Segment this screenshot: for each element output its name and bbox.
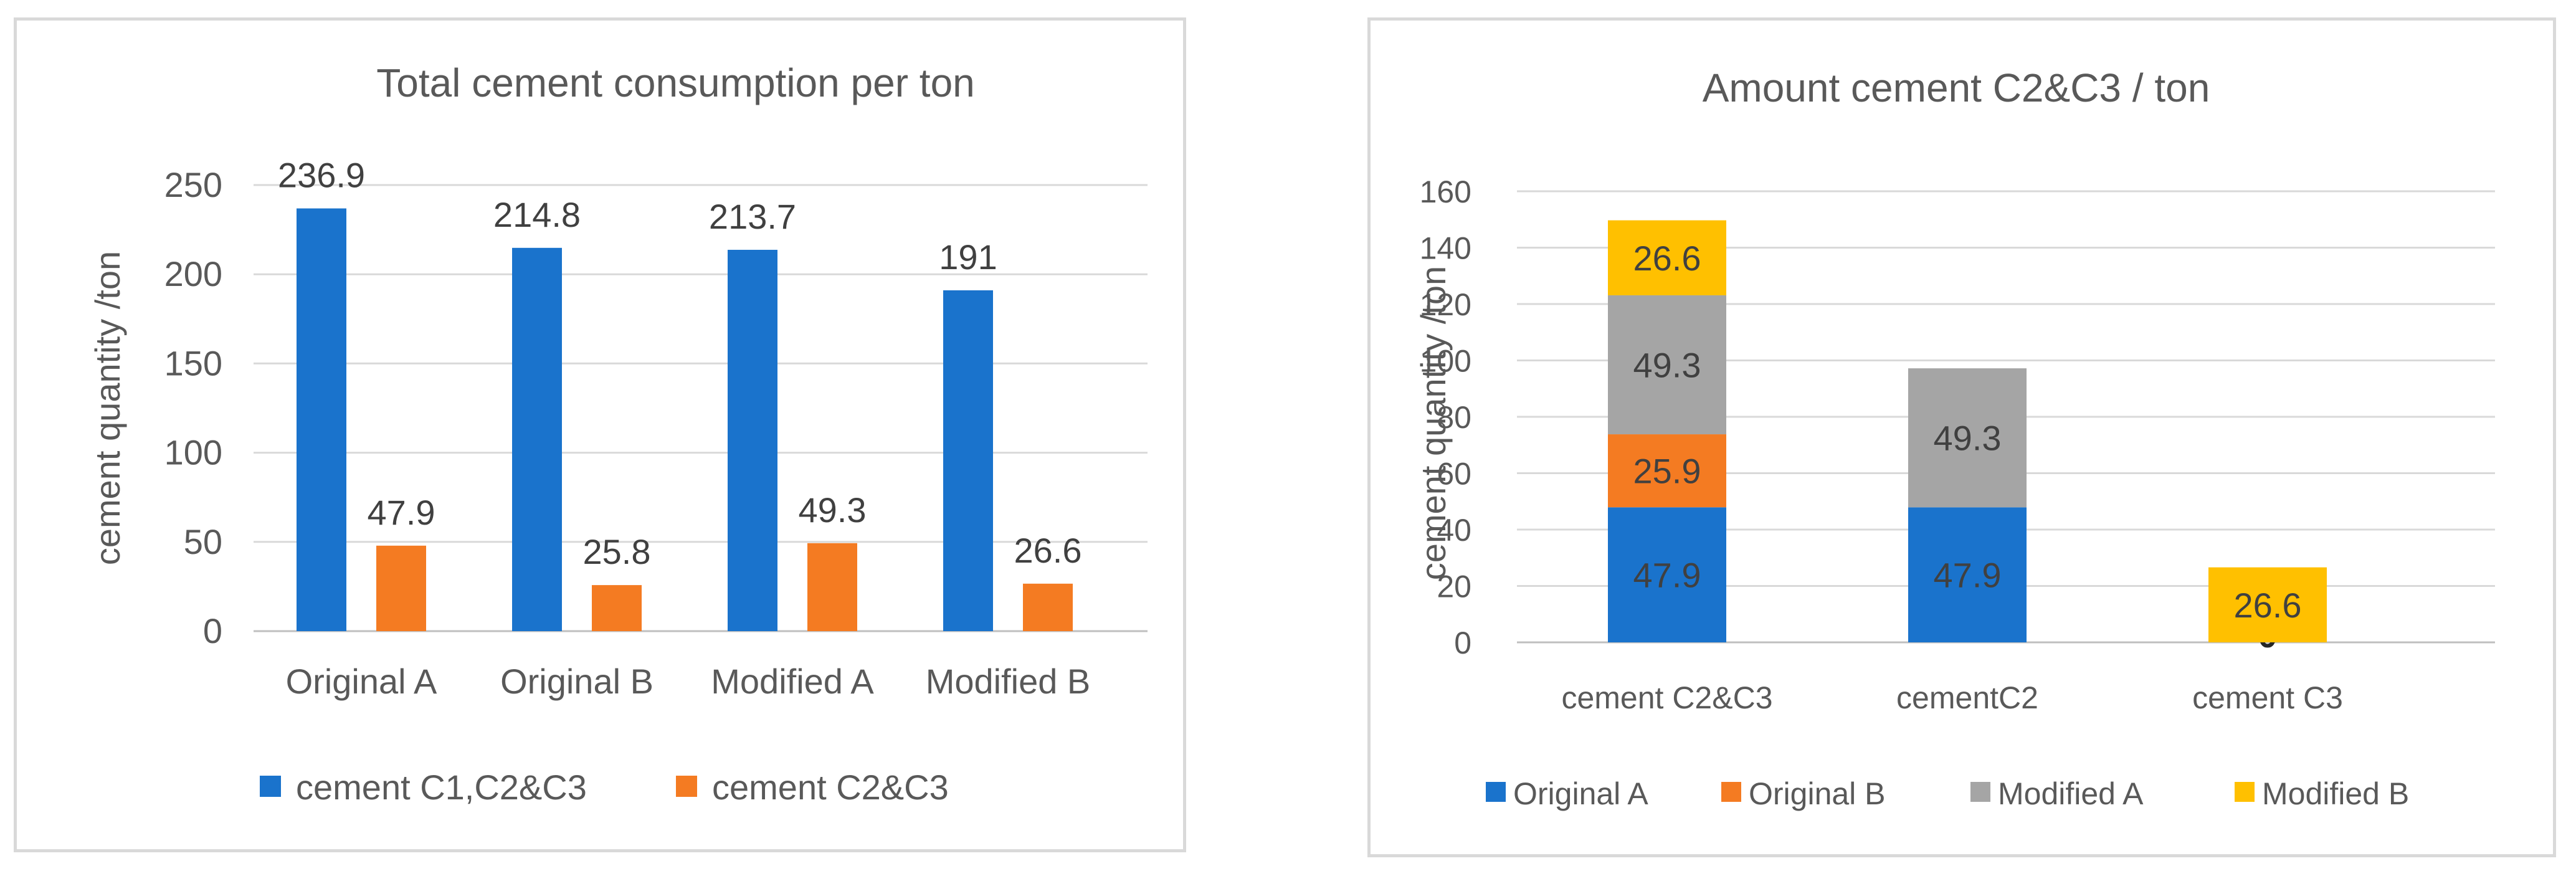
legend-swatch-cement-c2-c3: [676, 776, 697, 797]
x-tick-label: cementC2: [1896, 680, 2038, 715]
bar-cement-c1-c2-c3: [943, 290, 993, 631]
data-label: 49.3: [1633, 346, 1701, 385]
chart-panel-total-consumption: Total cement consumption per ton cement q…: [14, 17, 1186, 852]
legend-swatch-original-a: [1486, 782, 1506, 802]
chart-title: Amount cement C2&C3 / ton: [1703, 65, 2210, 110]
bar-segment-original-b: [1608, 434, 1726, 508]
y-tick-label: 0: [203, 611, 222, 650]
y-tick-label: 200: [164, 254, 222, 293]
legend-label: Modified A: [1998, 776, 2144, 811]
data-label: 47.9: [1934, 556, 2002, 595]
data-label: 214.8: [493, 195, 581, 234]
data-label: 213.7: [709, 197, 796, 236]
bar-segment-original-a: [1608, 507, 1726, 642]
legend-label: Modified B: [2262, 776, 2409, 811]
data-label: 25.8: [583, 532, 651, 571]
x-tick-label: Modified A: [711, 662, 874, 701]
bar-cement-c1-c2-c3: [297, 208, 346, 631]
x-tick-label: Modified B: [926, 662, 1091, 701]
bar-segment-modified-b: [1608, 220, 1726, 295]
y-tick-label: 80: [1437, 400, 1471, 435]
bar-segment-modified-a: [1608, 295, 1726, 435]
x-tick-label: Original A: [286, 662, 437, 701]
y-tick-label: 140: [1420, 231, 1471, 266]
legend-swatch-cement-c1-c2-c3: [260, 776, 281, 797]
data-label: 49.3: [1934, 419, 2002, 458]
legend-label: Original A: [1513, 776, 1648, 811]
y-tick-label: 250: [164, 165, 222, 204]
data-label: 26.6: [1633, 239, 1701, 278]
y-tick-label: 100: [1420, 344, 1471, 379]
y-tick-label: 150: [164, 343, 222, 383]
chart-total-consumption: Total cement consumption per ton cement q…: [88, 60, 1148, 807]
bar-cement-c2-c3: [592, 585, 642, 631]
x-tick-label: Original B: [500, 662, 654, 701]
legend-swatch-modified-b: [2235, 782, 2255, 802]
y-tick-label: 0: [1454, 626, 1471, 660]
y-tick-label: 100: [164, 433, 222, 472]
bar-cement-c2-c3: [1023, 583, 1073, 631]
y-tick-label: 60: [1437, 457, 1471, 492]
y-tick-label: 160: [1420, 174, 1471, 209]
legend-swatch-modified-a: [1970, 782, 1990, 802]
bar-cement-c2-c3: [807, 543, 857, 631]
data-label: 25.9: [1633, 452, 1701, 491]
legend-label: cement C2&C3: [712, 768, 949, 807]
data-label: 47.9: [368, 493, 435, 532]
legend-label: Original B: [1749, 776, 1886, 811]
chart-c2c3-amount: Amount cement C2&C3 / ton cement quantity…: [1414, 65, 2495, 811]
chart-panel-c2c3-amount: Amount cement C2&C3 / ton cement quantity…: [1367, 17, 2556, 857]
y-axis-label: cement quantity /ton: [88, 251, 127, 565]
data-label: 26.6: [2234, 586, 2302, 625]
bar-segment-modified-a: [1908, 368, 2027, 508]
data-label: 236.9: [278, 156, 365, 195]
bar-cement-c2-c3: [376, 545, 426, 631]
data-label: 191: [939, 237, 997, 277]
data-label: 49.3: [799, 490, 867, 530]
bar-segment-original-a: [1908, 507, 2027, 642]
x-tick-label: cement C3: [2192, 680, 2343, 715]
bar-cement-c1-c2-c3: [512, 247, 562, 631]
y-tick-label: 50: [184, 522, 222, 561]
legend-swatch-original-b: [1721, 782, 1741, 802]
data-label: 26.6: [1014, 531, 1082, 570]
legend-label: cement C1,C2&C3: [296, 768, 587, 807]
chart-title: Total cement consumption per ton: [376, 60, 975, 105]
y-axis-label: cement quantity /ton: [1414, 266, 1453, 580]
bar-cement-c1-c2-c3: [728, 249, 777, 631]
data-label: 47.9: [1633, 556, 1701, 595]
bar-segment-modified-b: [2208, 567, 2327, 642]
y-tick-label: 120: [1420, 287, 1471, 322]
x-tick-label: cement C2&C3: [1561, 680, 1772, 715]
y-tick-label: 20: [1437, 569, 1471, 604]
y-tick-label: 40: [1437, 513, 1471, 548]
